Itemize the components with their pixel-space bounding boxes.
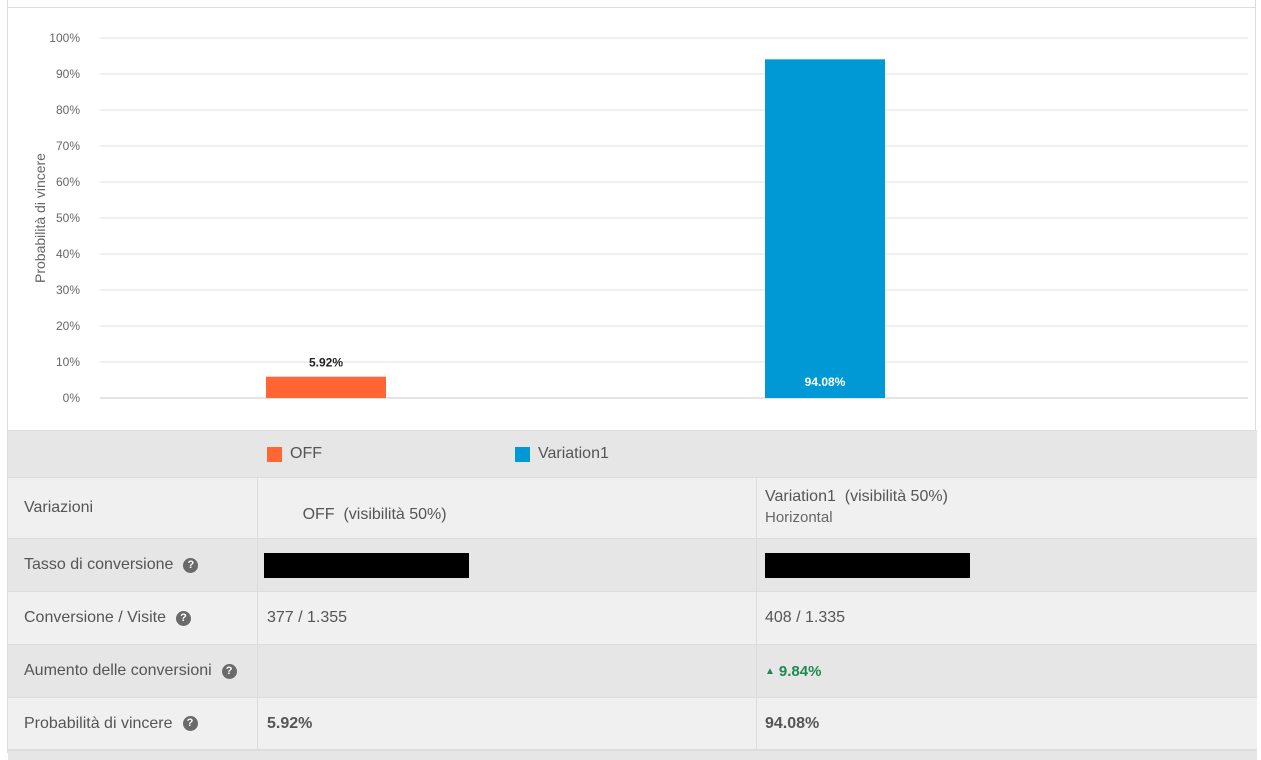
probability-row: Probabilità di vincere ? 5.92% 94.08% <box>8 697 1257 750</box>
legend-label-variation1: Variation1 <box>538 445 609 462</box>
conversion-rate-variation1 <box>757 539 1255 591</box>
y-tick-label: 80% <box>56 103 80 117</box>
conversions-visits-row: Conversione / Visite ? 377 / 1.355 408 /… <box>8 591 1257 644</box>
results-panel: Probabilità di vincere 0% 10% 20% 30% 40% 50%… <box>7 0 1257 760</box>
conversion-rate-off <box>258 539 757 591</box>
y-tick-label: 10% <box>56 355 80 369</box>
uplift-row: Aumento delle conversioni ? ▲ 9.84% <box>8 644 1257 697</box>
uplift-variation1: ▲ 9.84% <box>765 662 822 680</box>
bar-off[interactable] <box>266 376 386 398</box>
results-table: OFF Variation1 Variazioni OFF (visibilit… <box>8 430 1257 760</box>
legend-swatch-off <box>267 446 282 462</box>
y-tick-label: 60% <box>56 175 80 189</box>
help-icon[interactable]: ? <box>176 610 191 626</box>
y-tick-label: 100% <box>49 31 80 45</box>
probability-variation1: 94.08% <box>765 714 820 732</box>
variation-1-name: Variation1 (visibilità 50%) Horizontal <box>757 478 1255 538</box>
variations-label: Variazioni <box>8 478 258 538</box>
variations-row: Variazioni OFF (visibilità 50%) Variatio… <box>8 477 1257 538</box>
y-tick-label: 40% <box>56 247 80 261</box>
uplift-off <box>258 645 757 697</box>
legend-label-off: OFF <box>290 445 322 462</box>
probability-off: 5.92% <box>258 698 757 749</box>
help-icon[interactable]: ? <box>221 663 237 679</box>
legend-item-off[interactable]: OFF <box>8 431 507 477</box>
bar-variation1[interactable] <box>765 59 885 398</box>
conversion-rate-label: Tasso di conversione ? <box>8 539 258 591</box>
y-tick-label: 0% <box>63 391 81 405</box>
uplift-label: Aumento delle conversioni ? <box>8 645 258 697</box>
chart-canvas: Probabilità di vincere 0% 10% 20% 30% 40% 50%… <box>32 31 1248 405</box>
y-tick-label: 30% <box>56 283 80 297</box>
variation-1-description: Horizontal <box>765 509 833 526</box>
data-label-off: 5.92% <box>309 356 343 370</box>
data-label-variation1: 94.08% <box>805 375 846 389</box>
y-tick-label: 20% <box>56 319 80 333</box>
redacted-value <box>765 552 970 578</box>
arrow-up-icon: ▲ <box>765 665 775 677</box>
help-icon[interactable]: ? <box>182 716 198 731</box>
legend-swatch-variation1 <box>515 446 530 462</box>
divider <box>8 7 1255 8</box>
conversions-visits-variation1: 408 / 1.335 <box>765 609 846 626</box>
probability-chart: Probabilità di vincere 0% 10% 20% 30% 40% 50%… <box>8 0 1257 430</box>
conversions-visits-off: 377 / 1.355 <box>258 592 757 644</box>
y-tick-label: 70% <box>56 139 80 153</box>
table-footer <box>8 750 1257 760</box>
variation-off-name: OFF (visibilità 50%) <box>258 478 757 538</box>
conversions-visits-label: Conversione / Visite ? <box>8 592 258 644</box>
legend-item-variation1[interactable]: Variation1 <box>507 431 1005 477</box>
conversion-rate-row: Tasso di conversione ? <box>8 538 1257 591</box>
y-tick-label: 90% <box>56 67 80 81</box>
y-axis-label: Probabilità di vincere <box>32 153 48 283</box>
legend-row: OFF Variation1 <box>8 430 1257 477</box>
y-tick-label: 50% <box>56 211 80 225</box>
redacted-value <box>264 552 469 578</box>
help-icon[interactable]: ? <box>183 557 199 573</box>
probability-label: Probabilità di vincere ? <box>8 698 258 749</box>
